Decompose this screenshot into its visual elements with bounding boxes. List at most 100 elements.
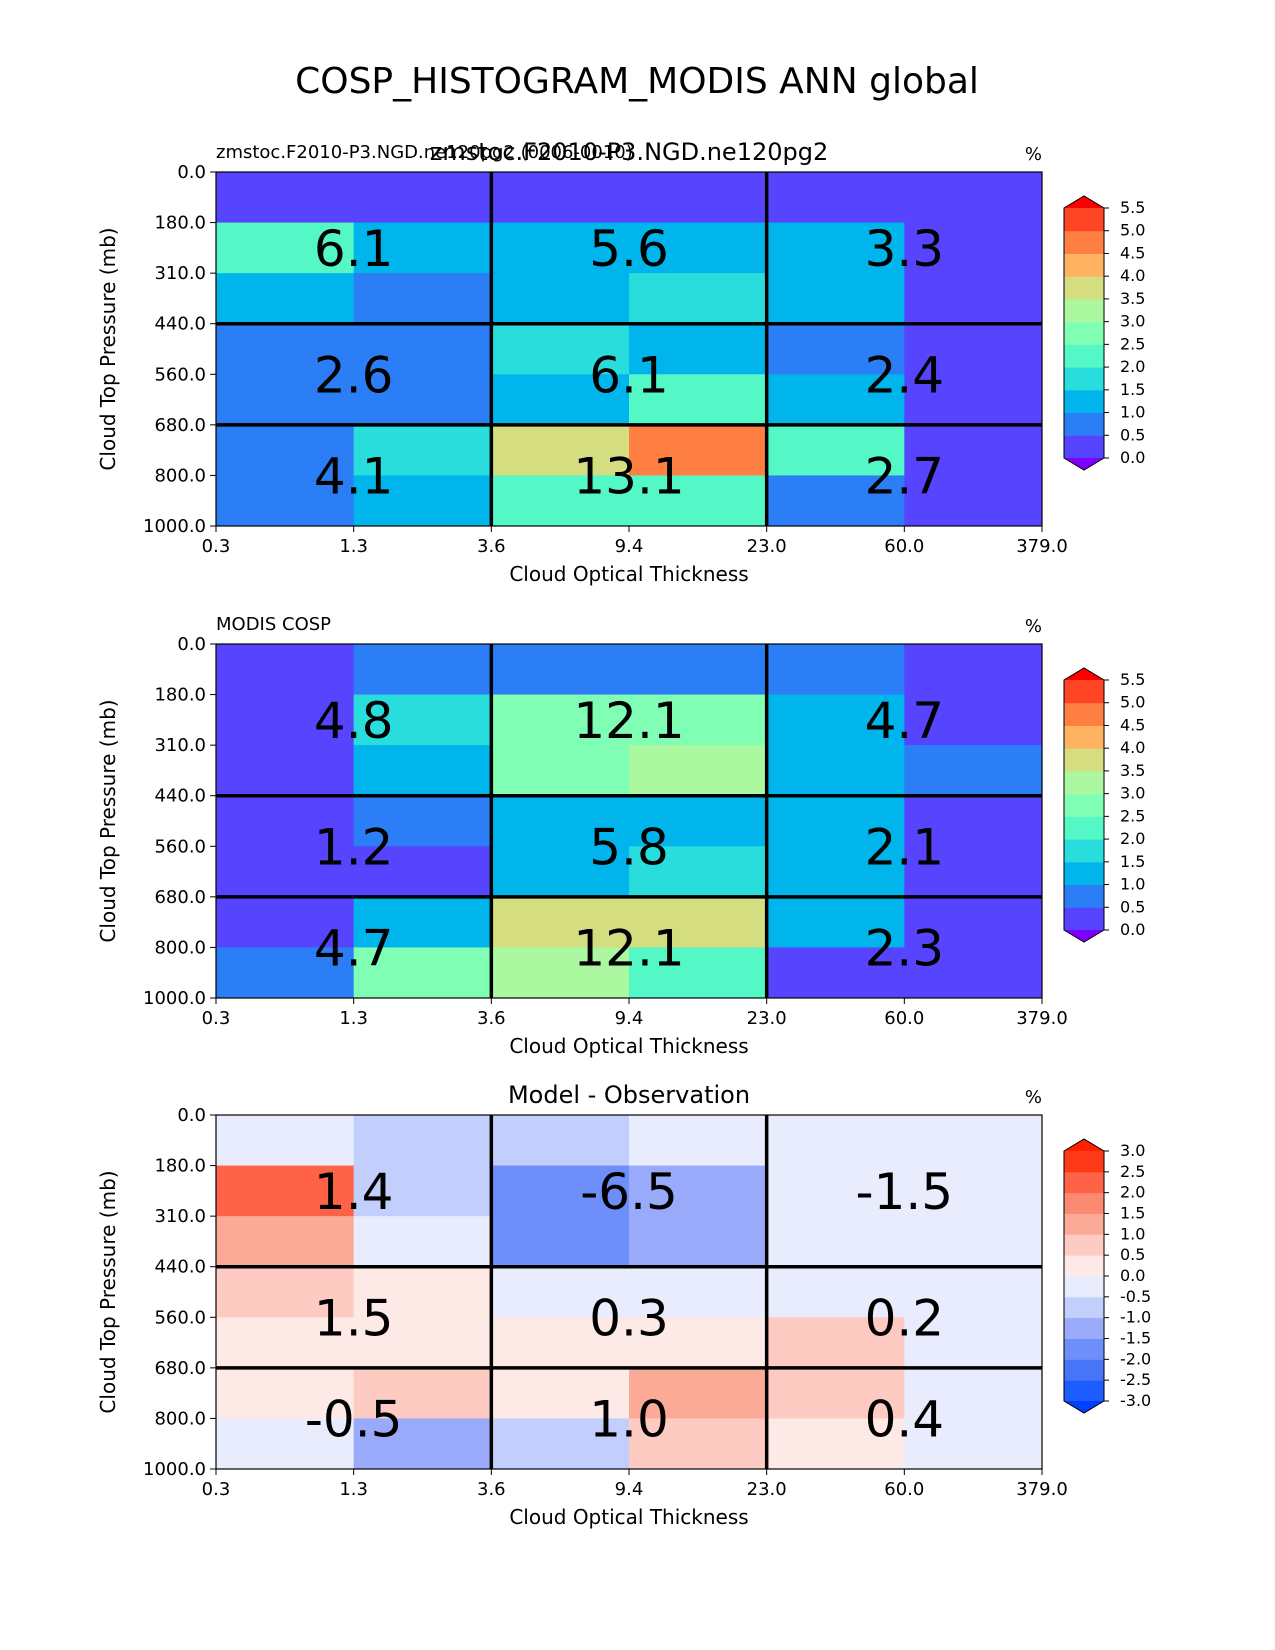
colorbar-tick-label: 2.5 <box>1120 1162 1145 1181</box>
x-tick-label: 0.3 <box>202 536 231 557</box>
heatmap-cell <box>491 644 630 696</box>
y-tick-label: 560.0 <box>154 1307 206 1328</box>
y-tick-label: 800.0 <box>154 937 206 958</box>
colorbar-band <box>1064 412 1104 436</box>
heatmap-cell <box>904 745 1043 797</box>
heatmap-cell <box>353 694 492 746</box>
x-tick-label: 9.4 <box>615 536 644 557</box>
panel-title-center: zmstoc.F2010-P3.NGD.ne120pg2 <box>430 138 829 166</box>
heatmap-cell <box>491 947 630 999</box>
colorbar-band <box>1064 1296 1104 1319</box>
heatmap-cell <box>629 1317 768 1369</box>
heatmap-cell <box>491 795 630 847</box>
colorbar-tick-label: 3.5 <box>1120 761 1145 780</box>
y-tick-label: 560.0 <box>154 836 206 857</box>
heatmap-cell <box>353 323 492 375</box>
colorbar-band <box>1064 770 1104 795</box>
heatmap-cell <box>629 947 768 999</box>
heatmap-cell <box>629 795 768 847</box>
cell-value-label: 2.6 <box>314 346 394 404</box>
colorbar-band <box>1064 435 1104 459</box>
y-tick-label: 0.0 <box>177 634 206 655</box>
heatmap-cell <box>904 172 1043 224</box>
colorbar-band <box>1064 1151 1104 1173</box>
heatmap-cell <box>353 222 492 274</box>
heatmap-cell <box>629 1367 768 1419</box>
heatmap-cell <box>216 172 355 224</box>
colorbar-tick-label: 2.0 <box>1120 1183 1145 1202</box>
x-tick-label: 379.0 <box>1016 1479 1068 1500</box>
colorbar-tick-label: 3.0 <box>1120 312 1145 331</box>
heatmap-cell <box>766 374 905 426</box>
heatmap-cell <box>491 374 630 426</box>
heatmap-cell <box>766 1165 905 1217</box>
heatmap-cell <box>353 1317 492 1369</box>
heatmap-cell <box>216 896 355 948</box>
heatmap-cell <box>216 222 355 274</box>
cell-value-label: 1.2 <box>314 818 394 876</box>
cell-value-label: 2.3 <box>865 919 945 977</box>
y-tick-label: 0.0 <box>177 162 206 183</box>
heatmap-cell <box>353 795 492 847</box>
panel-units: % <box>1025 1087 1042 1108</box>
heatmap-cell <box>353 1418 492 1470</box>
x-axis-label: Cloud Optical Thickness <box>509 562 748 586</box>
heatmap-cell <box>491 475 630 527</box>
heatmap-cell <box>904 947 1043 999</box>
cell-value-label: 5.8 <box>589 818 669 876</box>
heatmap-cell <box>629 172 768 224</box>
colorbar-band <box>1064 702 1104 726</box>
heatmap-cell <box>353 896 492 948</box>
heatmap-cell <box>353 644 492 696</box>
heatmap-cell <box>491 273 630 325</box>
y-tick-label: 680.0 <box>154 1358 206 1379</box>
y-tick-label: 310.0 <box>154 1206 206 1227</box>
heatmap-cell <box>766 1216 905 1268</box>
heatmap-cell <box>629 1266 768 1318</box>
heatmap-cell <box>766 1418 905 1470</box>
colorbar-tick-label: 0.5 <box>1120 897 1145 916</box>
colorbar-band <box>1064 208 1104 232</box>
heatmap-cell <box>491 1165 630 1217</box>
heatmap-cell <box>904 694 1043 746</box>
cell-value-label: 1.5 <box>314 1289 394 1347</box>
x-tick-label: 9.4 <box>615 1479 644 1500</box>
colorbar-tick-label: 1.5 <box>1120 1204 1145 1223</box>
heatmap-cell <box>766 644 905 696</box>
colorbar-tick-label: 3.0 <box>1120 784 1145 803</box>
heatmap-cell <box>216 323 355 375</box>
heatmap-cell <box>629 323 768 375</box>
colorbar-tick-label: 3.5 <box>1120 289 1145 308</box>
heatmap-cell <box>491 1266 630 1318</box>
y-tick-label: 800.0 <box>154 1408 206 1429</box>
heatmap-cell <box>491 694 630 746</box>
cell-value-label: 5.6 <box>589 220 669 278</box>
heatmap-cell <box>629 424 768 476</box>
heatmap-cell <box>353 1165 492 1217</box>
colorbar-tick-label: 1.0 <box>1120 875 1145 894</box>
heatmap-cell <box>766 1115 905 1167</box>
heatmap-cell <box>766 745 905 797</box>
colorbar-tick-label: 4.5 <box>1120 715 1145 734</box>
colorbar-band <box>1064 816 1104 840</box>
colorbar: -3.0 -2.5 -2.0-1.5 -1.0 -0.5 0.0 0.5 1.01.5 2.0 2… <box>1063 1138 1151 1414</box>
heatmap-cell <box>904 644 1043 696</box>
x-axis-label: Cloud Optical Thickness <box>509 1505 748 1529</box>
panel-test: 0.3 1.3 3.6 9.4 23.0 60.0 379.0 0.0 180.0 310.0 44… <box>96 138 1145 586</box>
heatmap-cell <box>216 475 355 527</box>
colorbar-band <box>1064 367 1104 391</box>
heatmap-cell <box>216 374 355 426</box>
colorbar-band <box>1064 725 1104 749</box>
heatmap-cell <box>629 745 768 797</box>
heatmap-cell <box>904 475 1043 527</box>
x-tick-label: 1.3 <box>339 1479 368 1500</box>
panel-units: % <box>1025 144 1042 165</box>
heatmap-cell <box>216 1216 355 1268</box>
heatmap-cell <box>629 1115 768 1167</box>
colorbar-band <box>1064 1380 1104 1402</box>
colorbar-tick-label: 0.0 <box>1120 448 1145 467</box>
heatmap-cell <box>491 424 630 476</box>
colorbar-tick-label: 0.0 <box>1120 1266 1145 1285</box>
y-tick-label: 1000.0 <box>143 1459 206 1480</box>
cell-value-label: 4.7 <box>865 692 945 750</box>
